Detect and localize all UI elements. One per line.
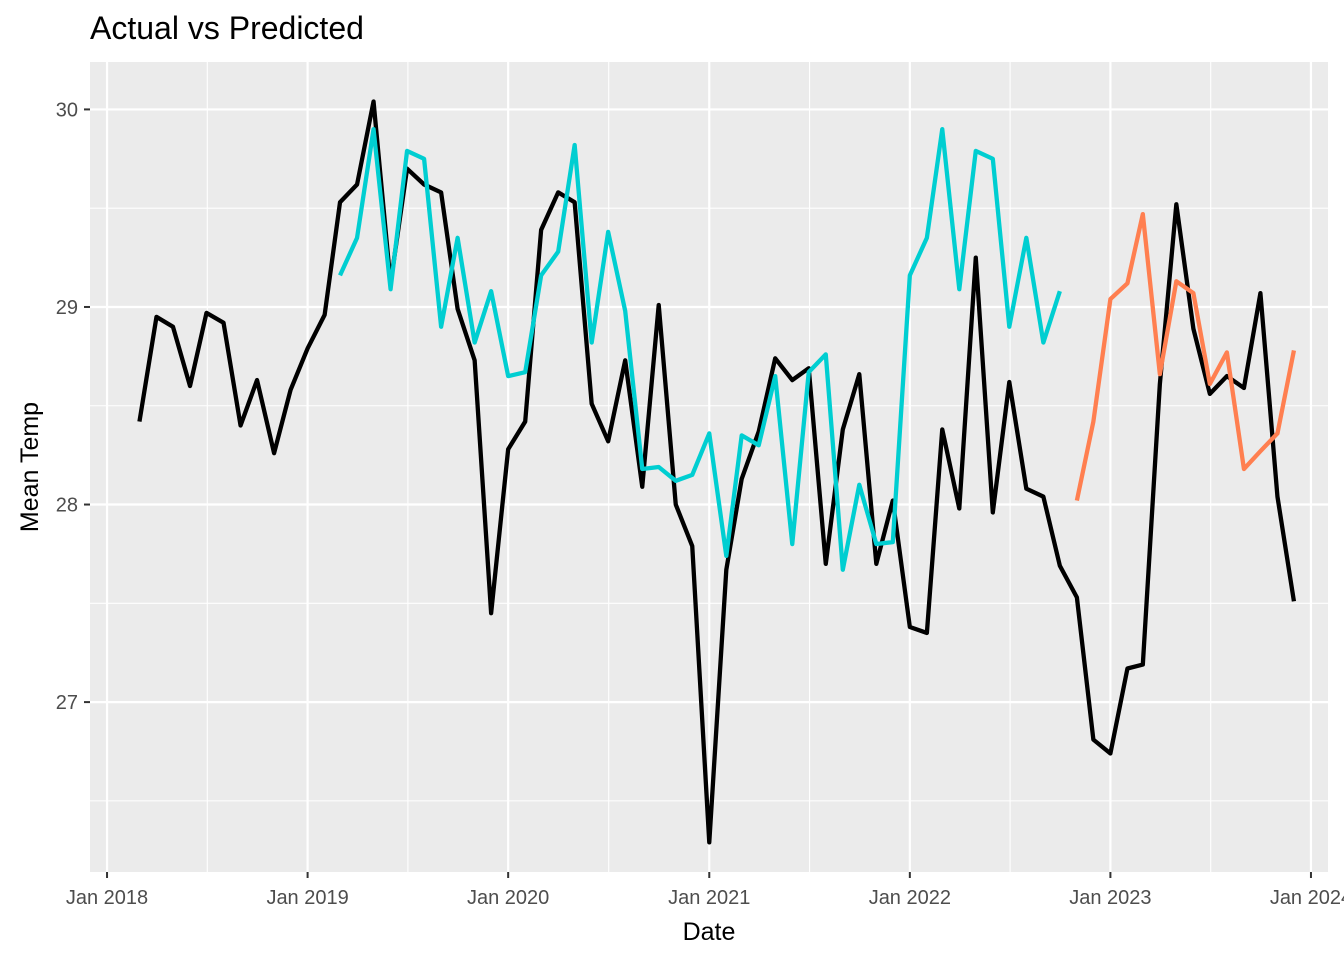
- major-gridlines: [90, 62, 1328, 872]
- x-tick-label: Jan 2018: [66, 887, 148, 909]
- series-line-1: [137, 99, 1297, 845]
- x-tick-label: Jan 2022: [869, 887, 951, 909]
- series-line-3: [1074, 211, 1297, 502]
- y-axis-title: Mean Temp: [16, 402, 44, 532]
- x-tick-label: Jan 2021: [668, 887, 750, 909]
- y-tick-label: 27: [56, 692, 78, 714]
- x-axis-ticks: Jan 2018 Jan 2019 Jan 2020 Jan 2021 Jan 2022…: [66, 872, 1344, 909]
- series-lines: [137, 99, 1297, 845]
- x-tick-label: Jan 2023: [1069, 887, 1151, 909]
- chart-title: Actual vs Predicted: [90, 10, 364, 46]
- x-axis-title: Date: [683, 918, 736, 946]
- series-line-2: [338, 127, 1062, 572]
- y-tick-label: 28: [56, 495, 78, 517]
- x-tick-label: Jan 2020: [467, 887, 549, 909]
- x-tick-label: Jan 2024: [1270, 887, 1344, 909]
- y-tick-label: 30: [56, 99, 78, 121]
- y-tick-label: 29: [56, 297, 78, 319]
- x-tick-label: Jan 2019: [266, 887, 348, 909]
- y-axis-ticks: 27 28 29 30: [56, 99, 90, 714]
